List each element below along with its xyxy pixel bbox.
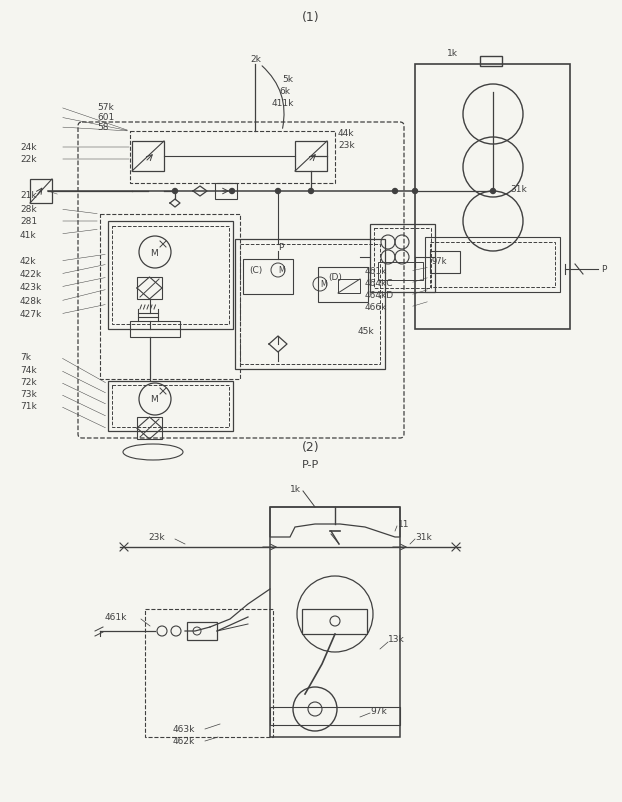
Bar: [100, 215, 240, 379]
Bar: [270, 707, 400, 725]
Text: 6k: 6k: [279, 87, 290, 96]
Bar: [425, 237, 560, 293]
Bar: [187, 622, 217, 640]
Text: (1): (1): [302, 11, 320, 25]
Text: 41k: 41k: [20, 230, 37, 239]
Text: 97k: 97k: [370, 707, 387, 715]
Text: 281: 281: [20, 217, 37, 226]
Text: M: M: [150, 248, 158, 257]
Text: 466k: 466k: [365, 303, 388, 312]
Text: 44k: 44k: [338, 128, 355, 137]
Bar: [318, 268, 368, 302]
Bar: [415, 65, 570, 330]
Text: 5k: 5k: [282, 75, 293, 84]
Circle shape: [491, 189, 496, 194]
Text: 22k: 22k: [20, 156, 37, 164]
Text: 71k: 71k: [20, 402, 37, 411]
Circle shape: [172, 189, 177, 194]
Circle shape: [412, 189, 417, 194]
Bar: [112, 227, 229, 325]
Circle shape: [309, 189, 313, 194]
Text: 601: 601: [97, 113, 114, 123]
Text: 31k: 31k: [415, 533, 432, 542]
Bar: [215, 184, 237, 200]
Text: 72k: 72k: [20, 378, 37, 387]
Text: 1k: 1k: [290, 485, 301, 494]
Text: (2): (2): [302, 441, 320, 454]
Text: 42k: 42k: [20, 257, 37, 266]
Bar: [338, 280, 360, 294]
Text: 23k: 23k: [148, 533, 165, 542]
Bar: [235, 240, 385, 370]
Bar: [295, 142, 327, 172]
Bar: [130, 132, 335, 184]
Bar: [240, 245, 380, 365]
Bar: [374, 229, 431, 289]
Text: 462k: 462k: [173, 736, 195, 746]
Text: M: M: [278, 266, 285, 275]
Bar: [430, 243, 555, 288]
Text: 24k: 24k: [20, 144, 37, 152]
Text: 57k: 57k: [97, 103, 114, 112]
Text: 73k: 73k: [20, 390, 37, 399]
Text: 428k: 428k: [20, 297, 42, 306]
Text: 31k: 31k: [510, 185, 527, 194]
Text: 463k: 463k: [173, 724, 195, 734]
Circle shape: [276, 189, 281, 194]
Bar: [430, 252, 460, 273]
Text: 58: 58: [97, 124, 108, 132]
Bar: [108, 221, 233, 330]
Text: 464kC: 464kC: [365, 279, 394, 288]
Text: M: M: [320, 280, 327, 290]
Bar: [108, 382, 233, 431]
Bar: [132, 142, 164, 172]
Bar: [30, 180, 52, 204]
Bar: [137, 418, 162, 439]
Text: 464kD: 464kD: [365, 291, 394, 300]
Text: P: P: [278, 243, 284, 252]
Text: P-P: P-P: [302, 460, 320, 469]
Text: P: P: [601, 265, 606, 274]
Circle shape: [392, 189, 397, 194]
Text: 461k: 461k: [105, 613, 128, 622]
Text: 11: 11: [398, 520, 409, 529]
Bar: [270, 508, 400, 737]
Circle shape: [230, 189, 234, 194]
Text: 13k: 13k: [388, 634, 405, 644]
Text: 2k: 2k: [250, 55, 261, 64]
Bar: [378, 263, 423, 281]
Text: 23k: 23k: [338, 140, 355, 149]
Text: 7k: 7k: [20, 353, 31, 362]
Text: 1k: 1k: [447, 48, 458, 58]
Text: 21k: 21k: [20, 191, 37, 200]
Bar: [112, 386, 229, 427]
Text: (C): (C): [249, 266, 262, 275]
Bar: [370, 225, 435, 293]
Bar: [302, 610, 367, 634]
Bar: [480, 57, 502, 67]
Text: M: M: [150, 395, 158, 404]
Bar: [145, 610, 273, 737]
Text: (D): (D): [328, 273, 342, 282]
Text: 422k: 422k: [20, 270, 42, 279]
Text: 427k: 427k: [20, 310, 42, 319]
Text: 74k: 74k: [20, 366, 37, 375]
Bar: [130, 322, 180, 338]
Text: 411k: 411k: [272, 99, 294, 108]
Text: 423k: 423k: [20, 283, 42, 292]
Text: 97k: 97k: [432, 257, 447, 266]
Bar: [243, 260, 293, 294]
Text: 45k: 45k: [358, 327, 374, 336]
Text: 461k: 461k: [365, 267, 388, 276]
Text: 28k: 28k: [20, 205, 37, 214]
Bar: [137, 277, 162, 300]
